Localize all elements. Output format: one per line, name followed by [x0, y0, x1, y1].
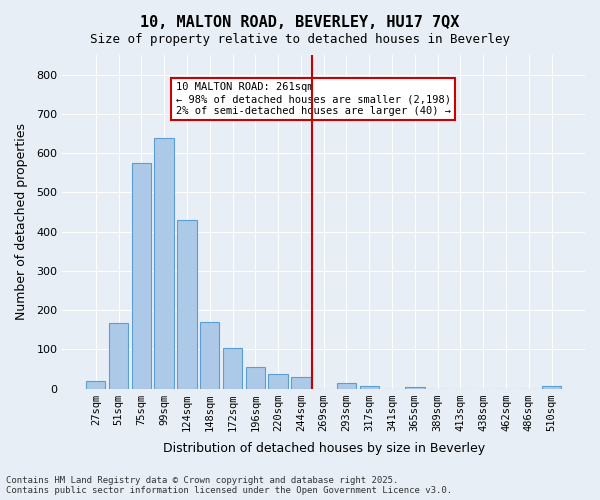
Bar [245, 367, 265, 388]
Bar [337, 384, 356, 388]
Bar [268, 374, 288, 388]
Bar [405, 386, 425, 388]
Bar [86, 382, 106, 388]
Bar [291, 377, 311, 388]
Y-axis label: Number of detached properties: Number of detached properties [15, 124, 28, 320]
Bar [109, 322, 128, 388]
Bar [223, 348, 242, 389]
Bar [131, 162, 151, 388]
Text: Contains HM Land Registry data © Crown copyright and database right 2025.
Contai: Contains HM Land Registry data © Crown c… [6, 476, 452, 495]
Text: 10, MALTON ROAD, BEVERLEY, HU17 7QX: 10, MALTON ROAD, BEVERLEY, HU17 7QX [140, 15, 460, 30]
Bar [154, 138, 174, 388]
Text: 10 MALTON ROAD: 261sqm
← 98% of detached houses are smaller (2,198)
2% of semi-d: 10 MALTON ROAD: 261sqm ← 98% of detached… [176, 82, 451, 116]
Bar [359, 386, 379, 388]
Bar [200, 322, 220, 388]
Bar [542, 386, 561, 388]
Text: Size of property relative to detached houses in Beverley: Size of property relative to detached ho… [90, 32, 510, 46]
Bar [177, 220, 197, 388]
X-axis label: Distribution of detached houses by size in Beverley: Distribution of detached houses by size … [163, 442, 485, 455]
